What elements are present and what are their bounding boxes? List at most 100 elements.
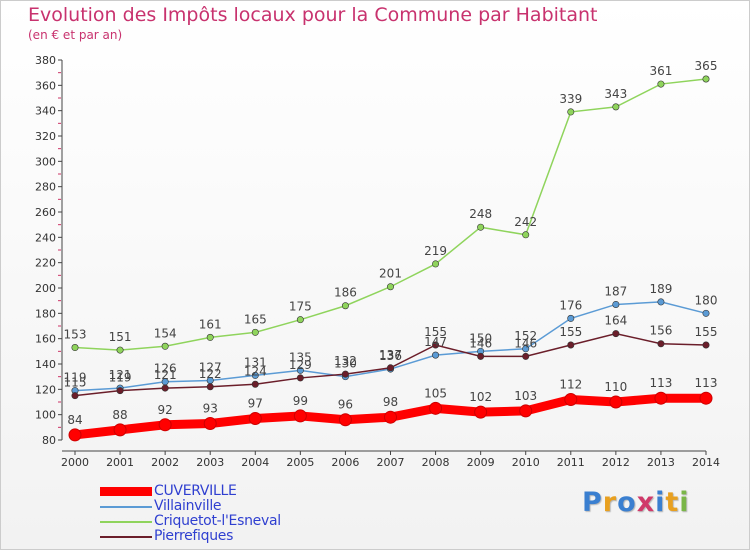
data-point-criquetot-l-esneval-2012	[612, 103, 620, 111]
data-label-villainville-2002: 126	[154, 362, 177, 376]
proxiti-logo: Proxiti	[582, 487, 690, 518]
data-point-villainville-2012	[612, 300, 620, 308]
data-label-criquetot-l-esneval-2011: 339	[559, 92, 582, 106]
y-tick-label-80: 80	[42, 434, 56, 447]
y-tick-label-140: 140	[35, 358, 56, 371]
data-point-criquetot-l-esneval-2013	[657, 80, 665, 88]
data-label-criquetot-l-esneval-2006: 186	[334, 286, 357, 300]
data-point-cuverville-2006	[338, 413, 352, 427]
data-point-pierrefiques-2003	[206, 383, 214, 391]
data-label-villainville-2003: 127	[199, 360, 222, 374]
y-tick-label-260: 260	[35, 206, 56, 219]
data-point-pierrefiques-2005	[296, 374, 304, 382]
legend-swatch-villainville	[100, 506, 152, 508]
y-tick-label-340: 340	[35, 105, 56, 118]
data-label-pierrefiques-2006: 132	[334, 354, 357, 368]
data-label-pierrefiques-2007: 137	[379, 348, 402, 362]
data-label-cuverville-2007: 98	[383, 395, 398, 409]
x-tick-label-2007: 2007	[377, 456, 405, 469]
data-point-cuverville-2014	[699, 391, 713, 405]
data-point-cuverville-2001	[113, 423, 127, 437]
data-label-cuverville-2002: 92	[158, 403, 173, 417]
data-label-pierrefiques-2005: 129	[289, 358, 312, 372]
y-tick-label-220: 220	[35, 257, 56, 270]
data-point-cuverville-2010	[519, 404, 533, 418]
y-tick-label-360: 360	[35, 79, 56, 92]
data-label-criquetot-l-esneval-2002: 154	[154, 326, 177, 340]
data-label-cuverville-2009: 102	[469, 390, 492, 404]
x-tick-label-2008: 2008	[422, 456, 450, 469]
data-label-pierrefiques-2001: 119	[109, 371, 132, 385]
data-point-cuverville-2005	[293, 409, 307, 423]
data-label-pierrefiques-2003: 122	[199, 367, 222, 381]
y-tick-label-120: 120	[35, 383, 56, 396]
x-tick-label-2001: 2001	[106, 456, 134, 469]
data-point-pierrefiques-2012	[612, 330, 620, 338]
data-label-criquetot-l-esneval-2014: 365	[695, 59, 718, 73]
chart-title: Evolution des Impôts locaux pour la Comm…	[28, 4, 598, 26]
legend-label-criquetot: Criquetot-l'Esneval	[154, 513, 281, 529]
legend-swatch-criquetot	[100, 521, 152, 523]
data-point-pierrefiques-2014	[702, 341, 710, 349]
data-label-cuverville-2006: 96	[338, 398, 353, 412]
data-point-cuverville-2009	[474, 405, 488, 419]
y-tick-label-380: 380	[35, 54, 56, 67]
data-label-criquetot-l-esneval-2004: 165	[244, 312, 267, 326]
data-point-criquetot-l-esneval-2003	[206, 333, 214, 341]
data-label-criquetot-l-esneval-2009: 248	[469, 207, 492, 221]
data-point-cuverville-2000	[68, 428, 82, 442]
data-label-villainville-2006: 130	[334, 357, 357, 371]
data-label-pierrefiques-2014: 155	[695, 325, 718, 339]
data-point-criquetot-l-esneval-2008	[432, 260, 440, 268]
data-point-criquetot-l-esneval-2007	[386, 283, 394, 291]
x-tick-label-2000: 2000	[61, 456, 89, 469]
data-label-villainville-2000: 119	[64, 371, 87, 385]
data-label-villainville-2008: 147	[424, 335, 447, 349]
x-tick-label-2014: 2014	[692, 456, 720, 469]
legend-swatch-cuverville	[100, 487, 152, 496]
data-label-criquetot-l-esneval-2010: 242	[514, 215, 537, 229]
data-point-pierrefiques-2004	[251, 380, 259, 388]
data-point-cuverville-2007	[384, 410, 397, 424]
y-tick-label-160: 160	[35, 333, 56, 346]
data-label-cuverville-2010: 103	[514, 389, 537, 403]
x-tick-label-2013: 2013	[647, 456, 675, 469]
data-label-criquetot-l-esneval-2012: 343	[604, 87, 627, 101]
data-label-villainville-2010: 152	[514, 329, 537, 343]
data-point-pierrefiques-2011	[567, 341, 575, 349]
data-label-villainville-2014: 180	[695, 293, 718, 307]
x-tick-label-2009: 2009	[467, 456, 495, 469]
data-label-villainville-2004: 131	[244, 355, 267, 369]
legend-label-villainville: Villainville	[154, 498, 222, 514]
data-point-criquetot-l-esneval-2001	[116, 346, 124, 354]
data-point-criquetot-l-esneval-2006	[341, 302, 349, 310]
data-label-cuverville-2014: 113	[695, 376, 718, 390]
data-label-cuverville-2012: 110	[604, 380, 627, 394]
series-line-criquetot-l-esneval	[74, 78, 707, 351]
data-point-villainville-2008	[432, 351, 440, 359]
data-label-criquetot-l-esneval-2000: 153	[64, 328, 87, 342]
data-point-criquetot-l-esneval-2014	[702, 75, 710, 83]
x-tick-label-2003: 2003	[196, 456, 224, 469]
data-label-criquetot-l-esneval-2013: 361	[649, 64, 672, 78]
data-point-pierrefiques-2013	[657, 340, 665, 348]
data-label-pierrefiques-2011: 155	[559, 325, 582, 339]
data-label-cuverville-2005: 99	[293, 394, 308, 408]
data-label-cuverville-2008: 105	[424, 386, 447, 400]
data-point-criquetot-l-esneval-2005	[296, 316, 304, 324]
chart-subtitle: (en € et par an)	[28, 28, 123, 42]
data-point-pierrefiques-2006	[341, 370, 349, 378]
data-label-villainville-2007: 136	[379, 349, 402, 363]
data-label-criquetot-l-esneval-2001: 151	[109, 330, 132, 344]
data-point-criquetot-l-esneval-2000	[71, 344, 79, 352]
legend-swatch-pierrefiques	[100, 536, 152, 538]
y-tick-label-240: 240	[35, 231, 56, 244]
data-point-pierrefiques-2001	[116, 387, 124, 395]
y-tick-label-180: 180	[35, 307, 56, 320]
data-point-criquetot-l-esneval-2002	[161, 342, 169, 350]
data-point-cuverville-2003	[203, 417, 217, 431]
x-tick-label-2006: 2006	[331, 456, 359, 469]
data-label-cuverville-2004: 97	[248, 396, 263, 410]
x-tick-label-2005: 2005	[286, 456, 314, 469]
data-point-pierrefiques-2000	[71, 392, 79, 400]
